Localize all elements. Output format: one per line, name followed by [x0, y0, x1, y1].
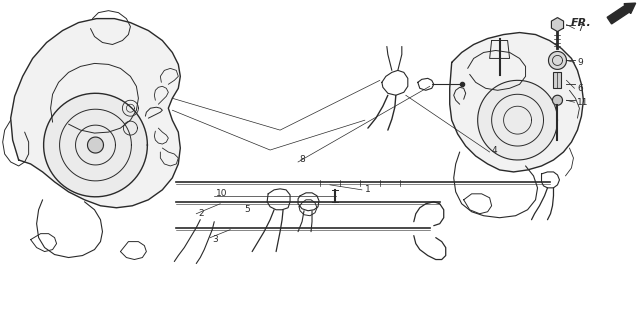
Polygon shape: [552, 95, 563, 105]
Text: 7: 7: [577, 24, 583, 33]
Polygon shape: [548, 52, 566, 70]
Text: 10: 10: [216, 189, 228, 198]
Polygon shape: [552, 18, 564, 32]
Text: 6: 6: [577, 84, 583, 93]
Text: FR.: FR.: [571, 18, 591, 28]
Text: 5: 5: [244, 205, 250, 214]
Polygon shape: [11, 19, 180, 208]
Polygon shape: [450, 32, 584, 172]
Polygon shape: [44, 93, 147, 197]
FancyArrow shape: [607, 3, 636, 24]
Text: 8: 8: [299, 155, 305, 164]
Text: 3: 3: [212, 235, 218, 244]
Polygon shape: [477, 80, 557, 160]
Text: 11: 11: [577, 98, 589, 107]
Text: 2: 2: [198, 209, 204, 218]
Text: 4: 4: [492, 146, 497, 154]
Text: 1: 1: [365, 185, 371, 194]
Polygon shape: [88, 137, 104, 153]
Text: 9: 9: [577, 58, 583, 67]
Bar: [554, 72, 561, 88]
